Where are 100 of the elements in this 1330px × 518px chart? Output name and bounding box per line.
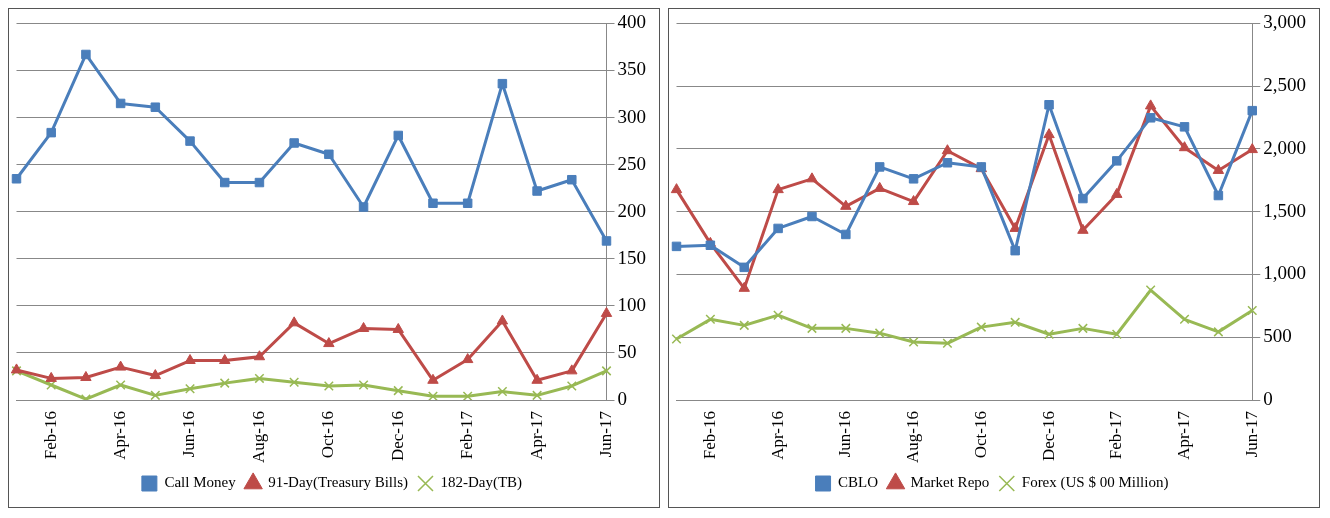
point: [566, 364, 578, 375]
legend-label: Call Money: [164, 474, 237, 491]
point: [219, 378, 230, 389]
point: [1213, 190, 1224, 201]
point: [1010, 317, 1021, 328]
point: [773, 223, 783, 234]
y-tick-label: 0: [617, 388, 627, 410]
y-tick-label: 2,500: [1263, 74, 1306, 96]
point: [358, 380, 369, 390]
y-tick-label: 3,000: [1263, 11, 1306, 33]
point: [1112, 156, 1122, 166]
point: [393, 130, 404, 141]
point: [1179, 314, 1190, 325]
y-tick-label: 150: [617, 246, 646, 268]
point: [671, 334, 682, 345]
point: [840, 199, 852, 210]
x-tick-label: Oct-16: [318, 411, 338, 459]
point: [1144, 99, 1157, 110]
point: [566, 380, 577, 391]
x-tick-label: Feb-16: [699, 411, 719, 460]
legend-label: Forex (US $ 00 Million): [1021, 474, 1169, 492]
point: [289, 138, 299, 148]
point: [11, 174, 22, 184]
point: [253, 350, 266, 361]
y-tick-label: 2,000: [1263, 136, 1306, 158]
y-tick-label: 400: [617, 11, 646, 33]
point: [323, 337, 335, 348]
y-tick-label: 100: [617, 293, 646, 315]
point: [567, 174, 577, 185]
x-tick-label: Feb-16: [40, 411, 60, 460]
x-tick-label: Oct-16: [970, 411, 990, 459]
point: [1077, 223, 1089, 234]
legend-label: 91-Day(Treasury Bills): [268, 474, 408, 492]
point: [806, 172, 818, 183]
point: [324, 149, 334, 160]
point: [497, 386, 508, 397]
point: [497, 78, 508, 89]
legend-label: Market Repo: [910, 474, 990, 491]
point: [1044, 329, 1055, 340]
point: [1213, 326, 1224, 337]
point: [1145, 113, 1156, 123]
x-tick-label: Dec-16: [387, 411, 407, 462]
point: [462, 391, 473, 401]
x-tick-label: Jun-17: [1241, 410, 1261, 458]
point: [393, 385, 404, 396]
point: [254, 373, 265, 384]
point: [254, 177, 265, 188]
point: [150, 390, 161, 401]
point: [739, 262, 749, 273]
point: [1179, 122, 1190, 132]
legend-label: 182-Day(TB): [440, 474, 523, 492]
point: [532, 390, 543, 401]
point: [908, 174, 919, 184]
point: [496, 314, 509, 325]
y-tick-label: 350: [617, 58, 646, 80]
point: [358, 202, 369, 212]
point: [841, 229, 851, 240]
point: [942, 338, 953, 349]
point: [1010, 245, 1020, 256]
point: [601, 365, 612, 376]
x-tick-label: Apr-16: [767, 411, 787, 460]
y-tick-label: 1,000: [1263, 262, 1306, 284]
y-tick-label: 250: [617, 152, 646, 174]
y-tick-label: 50: [617, 340, 637, 362]
x-tick-label: Feb-17: [1106, 410, 1126, 460]
point: [874, 162, 885, 172]
point: [531, 373, 543, 384]
point: [532, 186, 542, 196]
point: [115, 98, 126, 109]
point: [908, 337, 919, 348]
x-tick-label: Aug-16: [903, 411, 923, 464]
point: [738, 281, 750, 292]
point: [1247, 105, 1257, 116]
point: [1178, 141, 1191, 152]
point: [46, 380, 57, 390]
point: [976, 322, 987, 333]
point: [114, 360, 127, 371]
point: [874, 181, 886, 192]
x-tick-label: Apr-17: [526, 410, 546, 460]
point: [772, 183, 784, 194]
x-tick-label: Jun-16: [835, 411, 855, 458]
point: [670, 183, 683, 194]
point: [806, 323, 817, 334]
point: [671, 241, 682, 252]
point: [840, 323, 851, 334]
point: [428, 198, 438, 208]
x-tick-label: Aug-16: [248, 411, 268, 464]
point: [1043, 128, 1055, 139]
point: [46, 127, 56, 138]
point: [601, 236, 612, 246]
x-tick-label: Apr-17: [1173, 410, 1193, 460]
point: [1077, 323, 1088, 334]
point: [45, 371, 57, 382]
point: [739, 320, 750, 331]
point: [1111, 329, 1122, 340]
point: [1111, 187, 1123, 198]
y-tick-label: 1,500: [1263, 199, 1306, 221]
y-tick-label: 200: [617, 199, 646, 221]
point: [289, 377, 300, 388]
point: [288, 316, 300, 327]
